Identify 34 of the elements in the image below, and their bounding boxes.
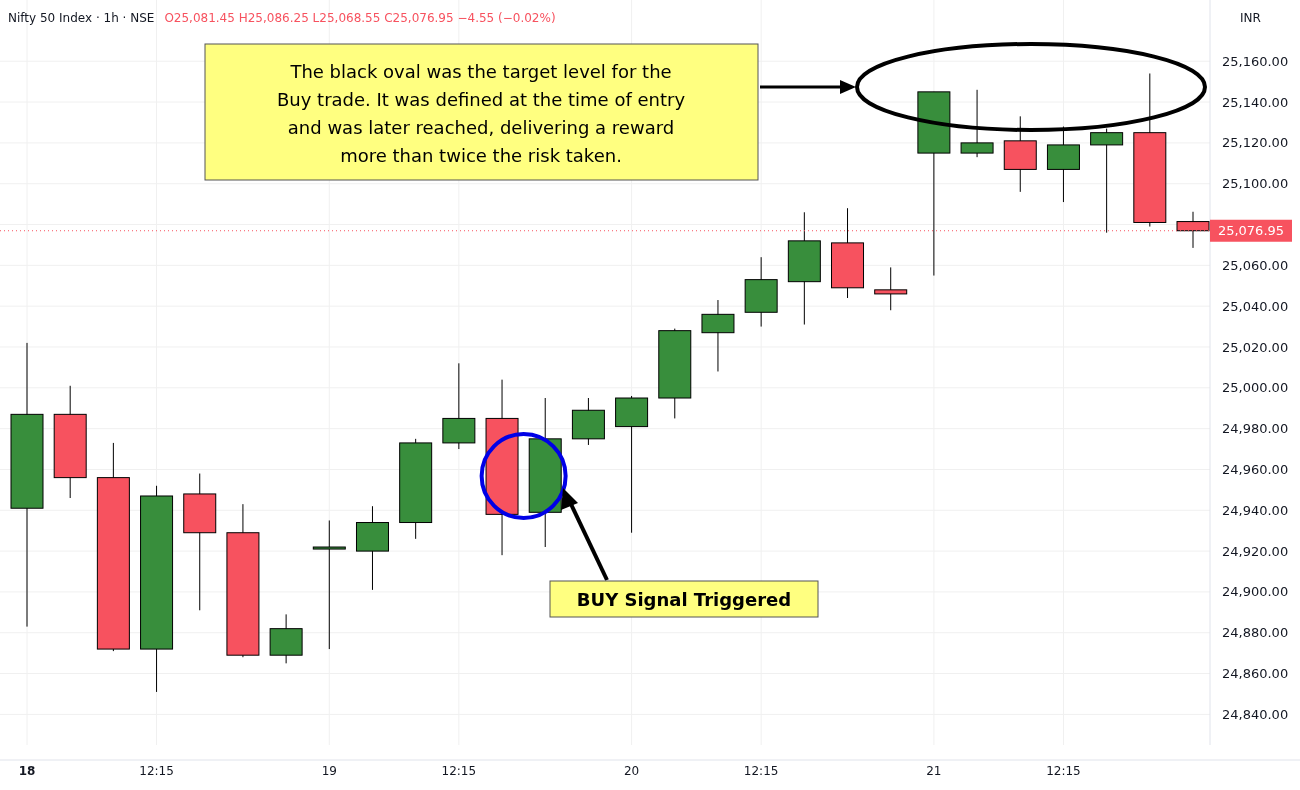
callout-box: BUY Signal Triggered [549, 580, 819, 618]
y-tick-label: 25,040.00 [1222, 298, 1289, 314]
y-tick-label: 24,900.00 [1222, 584, 1289, 600]
y-tick-label: 24,840.00 [1222, 706, 1289, 722]
y-tick-label: 25,120.00 [1222, 135, 1289, 151]
y-tick-label: 24,940.00 [1222, 502, 1289, 518]
x-tick-label: 20 [623, 764, 640, 778]
y-tick-label: 24,920.00 [1222, 543, 1289, 559]
annotation: BUY Signal Triggered [576, 589, 792, 611]
y-tick-label: 25,100.00 [1222, 176, 1289, 192]
y-tick-label: 25,000.00 [1222, 380, 1289, 396]
x-tick-label: 12:15 [1046, 764, 1081, 778]
ref-line-label: 25,076.95 [1217, 223, 1285, 239]
x-tick-label: 12:15 [139, 764, 174, 778]
y-tick-label: 25,020.00 [1222, 339, 1289, 355]
candlestick [312, 519, 346, 650]
y-tick-label: 24,980.00 [1222, 421, 1289, 437]
annotation: The black oval was the target level for the Buy trade. It was defined at the time of entry and was later reached, delivering a reward more than twice the risk taken. [276, 61, 686, 166]
y-tick-label: 25,060.00 [1222, 257, 1289, 273]
y-tick-label: 24,960.00 [1222, 462, 1289, 477]
x-tick-label: 12:15 [743, 764, 779, 778]
y-tick-label: 24,860.00 [1222, 666, 1289, 682]
y-tick-label: 24,880.00 [1222, 625, 1289, 641]
candlestick [874, 266, 908, 311]
x-tick-label: 12:15 [441, 764, 477, 778]
text: Nifty 50 Index · 1h · NSE [8, 11, 155, 25]
y-axis-title: INR [1240, 11, 1261, 25]
y-tick-label: 25,160.00 [1222, 53, 1289, 69]
x-tick-label: 21 [926, 764, 942, 778]
x-tick-label: 19 [321, 764, 337, 778]
text: O25,081.45 H25,086.25 L25,068.55 C25,076.95 −4.55 (−0.02%) [164, 11, 556, 25]
x-tick-label: 18 [18, 764, 36, 778]
y-tick-label: 25,140.00 [1222, 94, 1289, 110]
callout-box: The black oval was the target level for the Buy trade. It was defined at the time of entry and was later reached, delivering a reward more than twice the risk taken. [204, 43, 759, 181]
